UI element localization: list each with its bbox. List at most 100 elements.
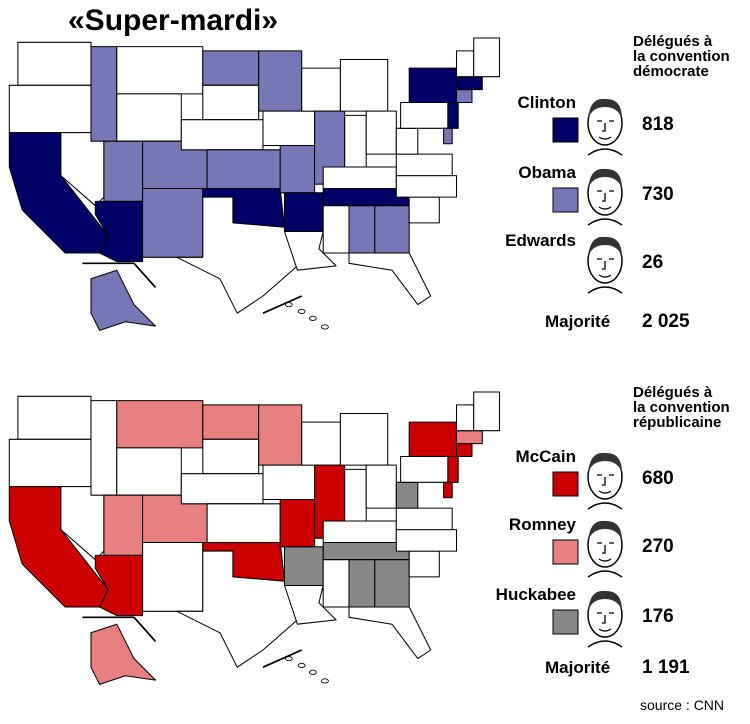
features (597, 120, 614, 140)
state (408, 67, 458, 104)
majority-value: 1 191 (642, 657, 690, 678)
state (443, 481, 453, 499)
inset-line (262, 649, 303, 668)
state (348, 606, 432, 660)
state (90, 623, 157, 685)
delegate-count: 176 (642, 606, 674, 627)
hair (588, 236, 622, 257)
delegate-count: 26 (642, 252, 663, 273)
majority-label: Majorité (545, 658, 610, 677)
features (597, 474, 614, 494)
candidate-name: Clinton (517, 93, 576, 112)
collar (587, 218, 623, 226)
features (597, 542, 614, 562)
state (374, 205, 410, 254)
state (283, 546, 324, 587)
hawaii-island (297, 662, 306, 669)
state (202, 438, 260, 475)
delegate-count: 730 (642, 184, 674, 205)
candidate-name: McCain (516, 447, 576, 466)
state (258, 404, 303, 466)
state (279, 498, 316, 548)
collar (587, 502, 623, 510)
state (395, 175, 458, 198)
legend-heading: républicaine (633, 414, 721, 431)
state (116, 447, 182, 496)
majority-value: 2 025 (642, 311, 690, 332)
state (202, 84, 260, 121)
state (339, 412, 389, 466)
candidate-name: Huckabee (496, 585, 576, 604)
inset-line (133, 616, 157, 642)
state (344, 468, 367, 522)
state (90, 46, 118, 142)
portrait (587, 236, 623, 294)
state (447, 101, 459, 129)
portrait (587, 520, 623, 578)
state (455, 443, 473, 458)
state (180, 473, 264, 505)
candidate-name: Edwards (505, 231, 576, 250)
legend-swatch (552, 471, 579, 497)
candidate-name: Romney (509, 515, 577, 534)
state (180, 119, 264, 151)
state (8, 84, 92, 134)
hawaii-island (309, 669, 317, 675)
state (395, 507, 453, 531)
portrait (587, 590, 623, 648)
state (455, 89, 473, 104)
us-map (8, 391, 501, 685)
portrait (587, 168, 623, 226)
portrait (587, 98, 623, 156)
hair (588, 452, 622, 473)
features (597, 190, 614, 210)
delegate-count: 818 (642, 114, 674, 135)
state (206, 503, 281, 544)
state (395, 127, 419, 155)
delegate-count: 680 (642, 468, 674, 489)
hair (588, 168, 622, 189)
state (473, 391, 501, 432)
state (103, 494, 144, 556)
state (395, 153, 453, 177)
collar (587, 570, 623, 578)
state (283, 230, 337, 271)
state (348, 205, 376, 254)
state (116, 400, 204, 449)
state (322, 205, 350, 254)
state (322, 559, 350, 608)
state (116, 46, 204, 95)
state (202, 404, 260, 440)
legend-heading: Délégués à (633, 33, 713, 50)
state (365, 110, 397, 155)
state (408, 421, 458, 458)
state (344, 114, 367, 168)
state (206, 149, 281, 190)
hawaii-island (297, 308, 306, 315)
state (455, 76, 483, 91)
legend-heading: démocrate (633, 63, 709, 80)
state (142, 187, 204, 258)
legend-heading: la convention (633, 48, 730, 65)
state (322, 520, 397, 544)
state (447, 455, 459, 483)
hawaii-island (321, 678, 329, 684)
legend-swatch (552, 539, 579, 565)
legend-swatch (552, 609, 579, 635)
state (283, 192, 324, 233)
legend-swatch (552, 187, 579, 213)
state (473, 37, 501, 78)
legend-heading: Délégués à (633, 384, 713, 401)
hawaii-island (309, 315, 317, 321)
state (455, 430, 483, 445)
hawaii-island (321, 324, 329, 330)
state (322, 166, 397, 190)
state (374, 559, 410, 608)
state (408, 196, 440, 224)
collar (587, 640, 623, 648)
candidate-name: Obama (518, 163, 576, 182)
state (455, 404, 475, 432)
state (443, 127, 453, 145)
title: «Super-mardi» (68, 4, 278, 37)
inset-line (262, 295, 303, 314)
